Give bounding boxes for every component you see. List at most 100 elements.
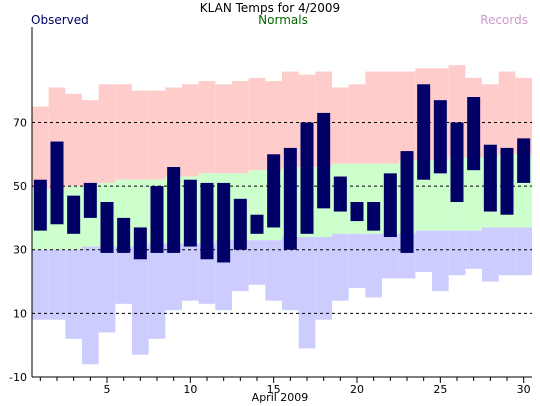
record-low-band-20 [348, 233, 366, 288]
record-high-band-23 [398, 71, 416, 161]
y-tick-label-70: 70 [13, 116, 27, 129]
observed-bar-3 [67, 195, 81, 234]
record-low-band-2 [48, 249, 66, 320]
normal-band-27 [465, 157, 482, 231]
observed-bar-8 [150, 186, 164, 253]
observed-bar-6 [117, 217, 131, 253]
observed-bar-5 [100, 202, 114, 253]
record-high-band-22 [382, 71, 399, 164]
record-low-band-6 [115, 246, 132, 304]
observed-bar-19 [333, 176, 347, 212]
record-low-band-30 [515, 227, 532, 276]
x-tick-label-25: 25 [433, 383, 447, 396]
y-tick-label--10: -10 [9, 371, 27, 384]
observed-bar-2 [50, 141, 64, 225]
record-high-band-8 [148, 90, 166, 180]
record-high-band-15 [265, 81, 282, 171]
observed-bar-29 [500, 147, 514, 215]
record-low-band-24 [415, 230, 432, 272]
observed-bar-14 [250, 214, 264, 234]
chart-title: KLAN Temps for 4/2009 [200, 1, 340, 15]
legend-records: Records [480, 13, 528, 27]
observed-bar-24 [417, 84, 431, 180]
x-tick-label-10: 10 [183, 383, 197, 396]
x-tick-label-15: 15 [267, 383, 281, 396]
observed-bar-10 [183, 179, 197, 247]
record-low-band-5 [98, 246, 116, 333]
observed-bar-15 [267, 154, 281, 228]
record-high-band-4 [82, 100, 99, 187]
record-low-band-19 [332, 233, 349, 301]
y-tick-label-10: 10 [13, 307, 27, 320]
observed-bar-23 [400, 151, 414, 253]
observed-bar-28 [483, 144, 497, 212]
record-low-band-1 [32, 249, 49, 320]
record-high-band-11 [198, 81, 216, 174]
record-low-band-14 [248, 240, 266, 285]
observed-bar-12 [217, 182, 231, 263]
record-low-band-26 [448, 230, 466, 276]
record-low-band-29 [498, 227, 516, 276]
record-low-band-27 [465, 230, 482, 269]
record-low-band-8 [148, 243, 166, 339]
record-low-band-22 [382, 233, 399, 279]
plot-area: -10 10 30 50 70 5 10 15 20 25 30 [9, 27, 532, 396]
record-low-band-7 [132, 246, 149, 355]
record-high-band-29 [498, 71, 516, 155]
record-low-band-10 [182, 243, 199, 301]
record-low-band-4 [82, 246, 99, 365]
observed-bar-18 [317, 112, 331, 209]
record-low-band-9 [165, 243, 182, 311]
x-tick-label-5: 5 [104, 383, 111, 396]
record-high-band-7 [132, 90, 149, 180]
record-high-band-5 [98, 84, 116, 183]
record-low-band-16 [282, 237, 299, 311]
observed-bar-9 [167, 167, 181, 253]
record-high-band-20 [348, 84, 366, 164]
observed-bar-27 [467, 97, 481, 171]
record-high-band-12 [215, 84, 232, 174]
observed-bar-22 [383, 173, 397, 237]
record-low-band-18 [315, 237, 332, 320]
observed-bar-17 [300, 122, 314, 234]
record-high-band-1 [32, 106, 49, 190]
y-tick-label-50: 50 [13, 180, 27, 193]
record-high-band-10 [182, 84, 199, 177]
record-low-band-25 [432, 230, 449, 292]
x-tick-label-20: 20 [350, 383, 364, 396]
record-high-band-3 [65, 93, 82, 187]
record-low-band-17 [298, 237, 316, 349]
legend-normals: Normals [258, 13, 308, 27]
record-low-band-13 [232, 240, 249, 292]
observed-bar-30 [517, 138, 531, 183]
observed-bar-11 [200, 182, 214, 260]
observed-bar-13 [233, 198, 247, 250]
record-low-band-15 [265, 240, 282, 301]
record-high-band-30 [515, 77, 532, 155]
record-low-band-21 [365, 233, 382, 298]
x-axis-label: April 2009 [252, 391, 309, 404]
record-high-band-21 [365, 71, 382, 164]
y-tick-label-30: 30 [13, 244, 27, 257]
record-high-band-6 [115, 84, 132, 180]
observed-bar-26 [450, 122, 464, 202]
record-low-band-28 [482, 227, 499, 282]
observed-bar-1 [33, 179, 47, 231]
observed-bar-16 [283, 147, 297, 250]
normal-band-25 [432, 160, 449, 231]
record-high-band-16 [282, 71, 299, 167]
record-low-band-3 [65, 249, 82, 339]
record-high-band-14 [248, 77, 266, 171]
record-high-band-19 [332, 87, 349, 164]
normal-band-20 [348, 163, 366, 234]
x-tick-label-30: 30 [517, 383, 531, 396]
legend-observed: Observed [31, 13, 89, 27]
record-high-band-28 [482, 84, 499, 158]
record-high-band-13 [232, 81, 249, 174]
observed-bar-25 [433, 100, 447, 174]
record-high-band-9 [165, 87, 182, 177]
observed-bar-4 [83, 182, 97, 218]
observed-bar-7 [133, 227, 147, 260]
observed-bar-21 [367, 202, 381, 231]
